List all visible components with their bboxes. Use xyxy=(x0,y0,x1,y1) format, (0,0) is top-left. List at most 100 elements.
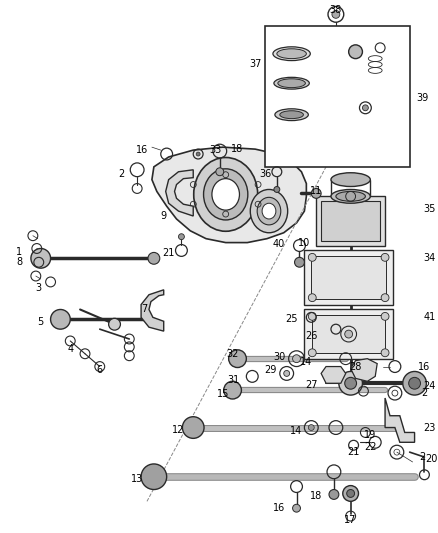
Circle shape xyxy=(308,312,316,320)
Text: 5: 5 xyxy=(38,317,44,327)
Ellipse shape xyxy=(204,169,248,220)
Text: 19: 19 xyxy=(364,431,376,440)
Circle shape xyxy=(403,372,426,395)
Circle shape xyxy=(284,370,290,376)
Ellipse shape xyxy=(331,173,370,187)
Text: 15: 15 xyxy=(216,389,229,399)
Text: 27: 27 xyxy=(305,380,318,390)
Text: 38: 38 xyxy=(330,5,342,15)
Circle shape xyxy=(50,310,70,329)
Text: 23: 23 xyxy=(423,423,435,433)
Text: 18: 18 xyxy=(310,491,322,502)
Circle shape xyxy=(381,312,389,320)
Text: 29: 29 xyxy=(264,366,276,375)
Text: 22: 22 xyxy=(364,442,377,452)
Circle shape xyxy=(229,350,246,368)
Circle shape xyxy=(362,105,368,111)
Polygon shape xyxy=(351,359,377,381)
Circle shape xyxy=(178,234,184,240)
Text: 28: 28 xyxy=(350,361,362,372)
Text: 32: 32 xyxy=(226,349,239,359)
Circle shape xyxy=(308,294,316,302)
Text: 21: 21 xyxy=(347,447,360,457)
Circle shape xyxy=(31,248,50,268)
Circle shape xyxy=(274,187,280,192)
Ellipse shape xyxy=(250,189,288,233)
Text: 21: 21 xyxy=(162,248,175,259)
Text: 8: 8 xyxy=(16,257,22,267)
Circle shape xyxy=(216,168,224,176)
Text: 33: 33 xyxy=(210,145,222,155)
Ellipse shape xyxy=(275,109,308,120)
Circle shape xyxy=(293,504,300,512)
Bar xyxy=(312,316,385,353)
Bar xyxy=(265,26,410,167)
Text: 14: 14 xyxy=(300,357,312,367)
Ellipse shape xyxy=(257,197,281,225)
Text: 20: 20 xyxy=(425,454,438,464)
Text: 18: 18 xyxy=(231,144,244,154)
Ellipse shape xyxy=(273,47,310,61)
Text: 16: 16 xyxy=(273,503,285,513)
Bar xyxy=(321,201,380,240)
Ellipse shape xyxy=(278,79,305,87)
Ellipse shape xyxy=(280,111,304,119)
Text: 11: 11 xyxy=(310,187,322,197)
Text: 2: 2 xyxy=(118,169,124,179)
Circle shape xyxy=(349,45,362,59)
Text: 14: 14 xyxy=(290,426,303,437)
Polygon shape xyxy=(321,367,346,383)
Circle shape xyxy=(182,417,204,438)
Polygon shape xyxy=(152,147,306,243)
Bar xyxy=(304,310,393,359)
Ellipse shape xyxy=(277,49,306,59)
Ellipse shape xyxy=(274,77,309,89)
Circle shape xyxy=(345,330,353,338)
Circle shape xyxy=(308,253,316,261)
Text: 2: 2 xyxy=(419,452,426,462)
Circle shape xyxy=(308,349,316,357)
Circle shape xyxy=(332,11,340,18)
Bar xyxy=(316,196,385,246)
Circle shape xyxy=(109,318,120,330)
Text: 17: 17 xyxy=(344,515,357,525)
Circle shape xyxy=(308,425,314,431)
Bar xyxy=(311,256,386,298)
Text: 31: 31 xyxy=(227,375,240,385)
Polygon shape xyxy=(385,398,415,442)
Text: 35: 35 xyxy=(423,204,435,214)
Circle shape xyxy=(141,464,167,489)
Text: 30: 30 xyxy=(274,352,286,362)
Circle shape xyxy=(311,189,321,198)
Text: 16: 16 xyxy=(136,145,148,155)
Circle shape xyxy=(409,377,420,389)
Ellipse shape xyxy=(262,203,276,219)
Text: 9: 9 xyxy=(161,211,167,221)
Circle shape xyxy=(343,486,359,502)
Ellipse shape xyxy=(336,191,365,201)
Text: 3: 3 xyxy=(36,283,42,293)
Circle shape xyxy=(347,489,355,497)
Text: 12: 12 xyxy=(172,424,185,434)
Text: 10: 10 xyxy=(298,238,311,248)
Ellipse shape xyxy=(194,157,258,231)
Circle shape xyxy=(339,372,362,395)
Text: 24: 24 xyxy=(423,381,435,391)
Text: 7: 7 xyxy=(141,304,147,314)
Circle shape xyxy=(224,381,241,399)
Text: 36: 36 xyxy=(259,169,271,179)
Circle shape xyxy=(148,253,160,264)
Circle shape xyxy=(345,377,357,389)
Circle shape xyxy=(295,257,304,267)
Text: 2: 2 xyxy=(421,388,427,398)
Circle shape xyxy=(381,349,389,357)
Text: 26: 26 xyxy=(305,331,318,341)
Circle shape xyxy=(381,294,389,302)
Text: 37: 37 xyxy=(249,59,261,69)
Bar xyxy=(304,251,393,304)
Text: 13: 13 xyxy=(131,474,143,483)
Text: 1: 1 xyxy=(16,247,22,257)
Text: 41: 41 xyxy=(423,312,435,322)
Text: 25: 25 xyxy=(285,314,298,324)
Text: 16: 16 xyxy=(418,361,431,372)
